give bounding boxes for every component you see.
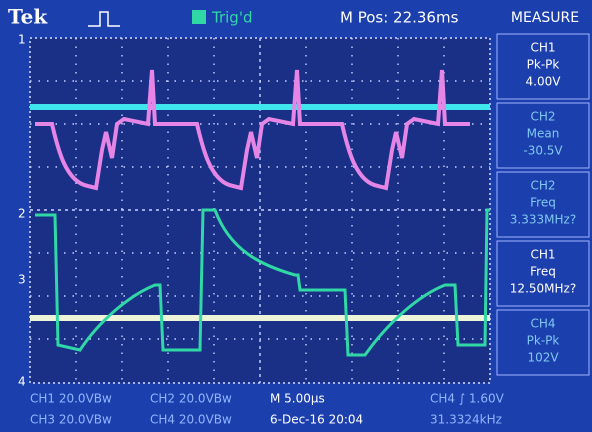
footer-item: CH4 20.0VBw (150, 413, 232, 427)
measure-channel: CH2 (530, 179, 555, 193)
measure-value: 3.333MHz? (510, 213, 576, 227)
footer-item: 31.3324kHz (430, 413, 502, 427)
measure-channel: CH1 (530, 41, 555, 55)
marker: 3 (18, 273, 26, 287)
footer-item: CH1 20.0VBw (30, 392, 112, 406)
footer-item: M 5.00µs (270, 392, 325, 406)
measure-channel: CH2 (530, 110, 555, 124)
position: M Pos: 22.36ms (340, 9, 459, 27)
brand: Tek (8, 5, 48, 29)
footer-item: CH4 ∫ 1.60V (430, 392, 505, 406)
trigger-box (192, 10, 206, 24)
measure-label: Mean (527, 127, 560, 141)
footer-item: CH2 20.0VBw (150, 392, 232, 406)
measure-label: Freq (530, 196, 556, 210)
measure-value: 12.50MHz? (510, 282, 576, 296)
marker: 4 (18, 375, 26, 389)
measure-channel: CH4 (530, 317, 555, 331)
measure-value: 102V (527, 351, 559, 365)
marker: 2 (18, 207, 26, 221)
page: 1 2 3 4 Tek Trig'd M Pos: 22.36ms MEASUR… (0, 0, 592, 432)
trigger-status: Trig'd (211, 9, 252, 27)
measure-value: 4.00V (526, 75, 562, 89)
marker: 1 (18, 33, 26, 47)
measure-label: Freq (530, 265, 556, 279)
footer-item: CH3 20.0VBw (30, 413, 112, 427)
measure-label: Pk-Pk (527, 334, 560, 348)
measure-value: -30.5V (523, 144, 563, 158)
measure-label: Pk-Pk (527, 58, 560, 72)
scope-screen: 1 2 3 4 Tek Trig'd M Pos: 22.36ms MEASUR… (0, 0, 592, 432)
measure-panel: CH1 Pk-Pk 4.00V CH2 Mean -30.5V CH2 Freq 3.333MH… (497, 34, 589, 375)
measure-channel: CH1 (530, 248, 555, 262)
footer-item: 6-Dec-16 20:04 (270, 413, 363, 427)
menu-title: MEASURE (511, 10, 579, 26)
